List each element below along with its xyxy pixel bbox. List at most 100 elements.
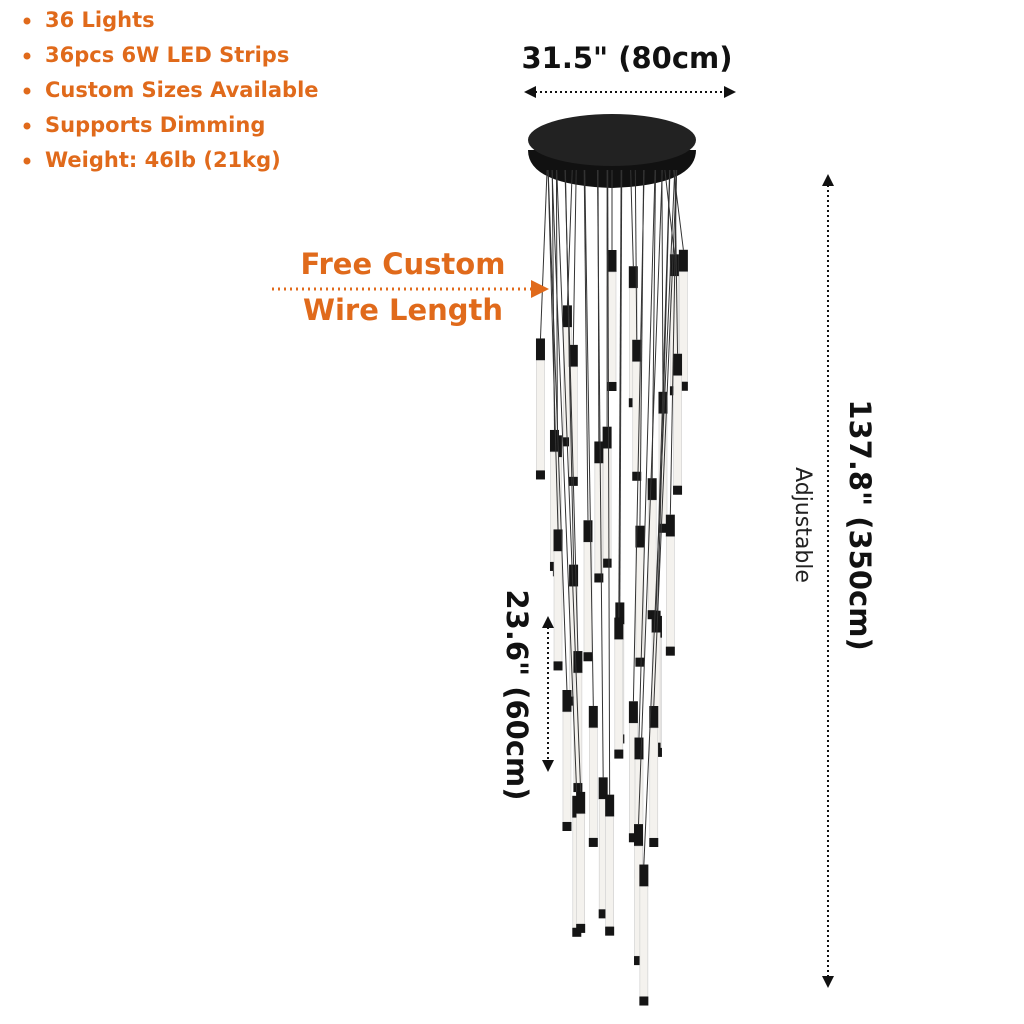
- wire: [556, 169, 582, 792]
- end-cap: [639, 996, 649, 1006]
- wire: [551, 169, 578, 796]
- end-cap: [634, 956, 644, 966]
- cap: [634, 737, 644, 760]
- wire: [564, 169, 579, 652]
- cap: [614, 617, 624, 640]
- wire: [664, 169, 675, 255]
- bullet: [23, 122, 31, 130]
- cap: [553, 529, 563, 552]
- height-note: Adjustable: [790, 467, 815, 583]
- wire: [634, 169, 638, 340]
- cap: [615, 602, 625, 625]
- end-cap: [562, 822, 572, 832]
- wire: [596, 169, 604, 778]
- cap: [639, 864, 649, 887]
- cap: [549, 429, 559, 452]
- cap: [588, 705, 598, 728]
- bullet: [23, 52, 31, 60]
- cap: [651, 610, 661, 633]
- end-cap: [628, 833, 638, 843]
- tube: [666, 536, 675, 647]
- height-label: 137.8" (350cm): [843, 399, 877, 650]
- end-cap: [598, 909, 608, 919]
- wire: [547, 169, 568, 691]
- cap: [573, 651, 583, 674]
- tube: [639, 886, 649, 997]
- end-cap: [535, 470, 545, 480]
- wire: [661, 169, 664, 392]
- feature: Supports Dimming: [45, 113, 265, 137]
- callout-line: Wire Length: [303, 293, 503, 327]
- wire: [638, 169, 656, 738]
- feature: 36pcs 6W LED Strips: [45, 43, 289, 67]
- feature-list: 36 Lights 36pcs 6W LED Strips Custom Sizes…: [23, 8, 319, 172]
- end-cap: [605, 926, 615, 936]
- end-cap: [635, 657, 645, 667]
- cap: [605, 794, 615, 817]
- callout-line: Free Custom: [301, 247, 506, 281]
- end-cap: [632, 471, 642, 481]
- tube: [536, 360, 545, 471]
- end-cap: [588, 837, 598, 847]
- end-cap: [583, 652, 593, 662]
- end-cap: [602, 558, 612, 568]
- cap: [632, 339, 642, 362]
- cap: [635, 525, 645, 548]
- bullet: [23, 157, 31, 165]
- end-cap: [649, 838, 659, 848]
- end-cap: [607, 382, 617, 391]
- wire: [539, 169, 548, 339]
- cap: [634, 824, 644, 847]
- cap: [665, 514, 675, 537]
- wire: [669, 169, 678, 515]
- wire: [643, 169, 676, 865]
- end-cap: [678, 381, 688, 391]
- cap: [583, 520, 593, 543]
- cap: [678, 249, 688, 272]
- feature: Weight: 46lb (21kg): [45, 148, 281, 172]
- cap: [607, 250, 617, 272]
- feature: Custom Sizes Available: [45, 78, 319, 102]
- cap: [576, 791, 586, 814]
- wire: [653, 169, 678, 707]
- cap: [649, 706, 659, 729]
- end-cap: [673, 485, 683, 495]
- end-cap: [614, 749, 624, 759]
- wire: [618, 169, 622, 618]
- end-cap: [569, 696, 579, 706]
- tube: [589, 727, 598, 839]
- end-cap: [658, 523, 668, 533]
- wire: [607, 169, 611, 795]
- cap: [562, 690, 572, 713]
- end-cap: [594, 573, 604, 583]
- tube: [673, 375, 682, 487]
- tube: [607, 271, 617, 383]
- wire: [619, 169, 623, 603]
- bullet: [23, 17, 31, 25]
- wire: [572, 169, 577, 345]
- cap: [628, 701, 638, 724]
- end-cap: [665, 646, 675, 656]
- cap: [568, 344, 578, 367]
- tube: [649, 727, 659, 839]
- cap: [647, 478, 657, 501]
- cap: [562, 305, 572, 328]
- tube: [576, 813, 585, 925]
- wire: [584, 169, 594, 706]
- cap: [673, 353, 683, 376]
- tube-label: 23.6" (60cm): [500, 589, 534, 800]
- wire: [632, 169, 645, 702]
- wire: [630, 169, 634, 267]
- cap: [602, 426, 612, 449]
- end-cap: [573, 783, 583, 793]
- cap: [594, 441, 604, 464]
- feature: 36 Lights: [45, 8, 155, 32]
- end-cap: [576, 923, 586, 933]
- cap: [535, 338, 545, 361]
- cap: [628, 266, 638, 289]
- bullet: [23, 87, 31, 95]
- wire: [638, 169, 663, 825]
- wire: [583, 169, 589, 521]
